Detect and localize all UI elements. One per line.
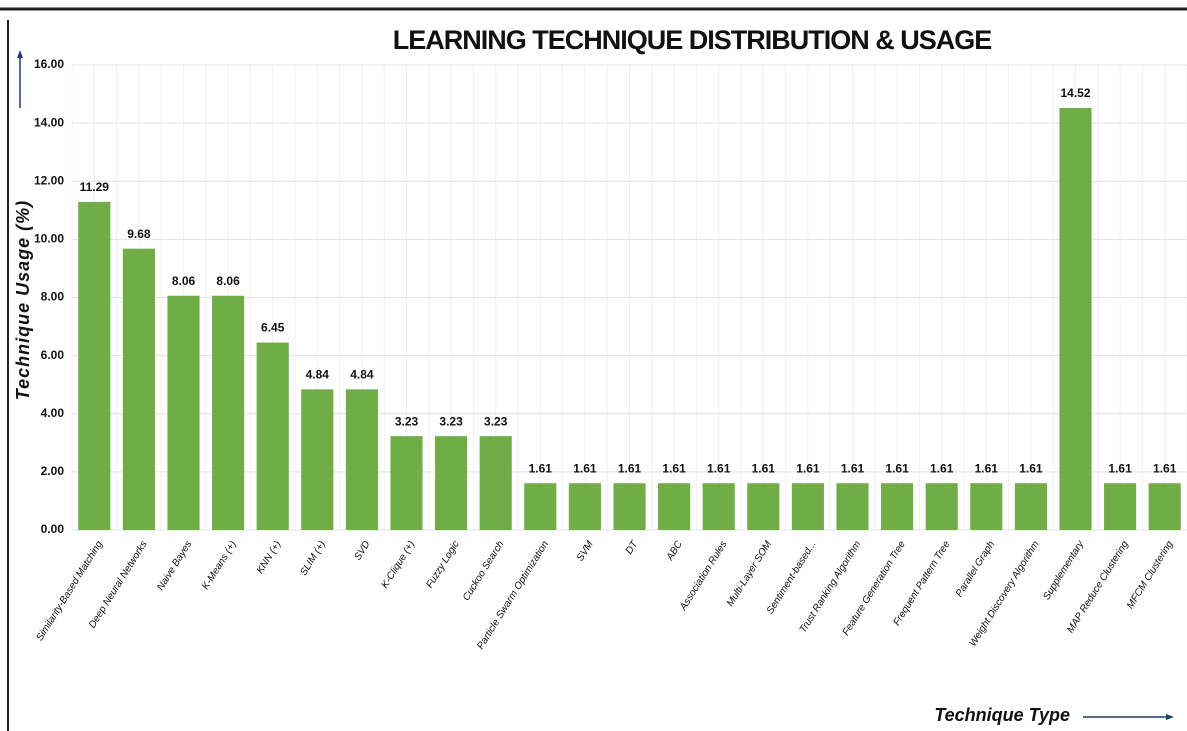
bar	[346, 389, 378, 530]
value-label: 1.61	[885, 461, 909, 475]
x-tick-label: K-Clique (+)	[380, 539, 418, 590]
y-tick-label: 16.00	[34, 57, 64, 71]
y-arrow-head	[17, 50, 23, 58]
bar	[747, 483, 779, 530]
value-label: 1.61	[752, 461, 776, 475]
bar	[123, 249, 155, 530]
x-tick-label: SVM	[575, 539, 596, 564]
value-label: 1.61	[707, 461, 731, 475]
bar	[390, 436, 422, 530]
x-arrow-head	[1166, 714, 1174, 720]
value-label: 4.84	[306, 368, 330, 382]
bar	[881, 483, 913, 530]
x-tick-label: DT	[624, 538, 641, 556]
bar	[1149, 483, 1181, 530]
x-tick-label: K-Means (+)	[200, 539, 239, 592]
bar	[658, 483, 690, 530]
bar	[78, 202, 110, 530]
x-tick-label: Naive Bayes	[155, 539, 194, 592]
value-label: 1.61	[1019, 461, 1043, 475]
bar	[970, 483, 1002, 530]
x-tick-label: KNN (+)	[255, 539, 284, 576]
value-label: 1.61	[662, 461, 686, 475]
value-label: 1.61	[529, 461, 553, 475]
value-label: 1.61	[573, 461, 597, 475]
value-label: 3.23	[439, 414, 463, 428]
y-tick-label: 2.00	[41, 464, 65, 478]
value-label: 3.23	[484, 414, 508, 428]
y-tick-label: 8.00	[41, 290, 65, 304]
bar	[569, 483, 601, 530]
x-tick-label: Parallel Graph	[954, 539, 997, 599]
x-tick-label: MFCM Clustering	[1125, 539, 1176, 611]
bar	[1015, 483, 1047, 530]
bar	[836, 483, 868, 530]
bar	[926, 483, 958, 530]
value-label: 8.06	[172, 274, 196, 288]
y-tick-label: 12.00	[34, 173, 64, 187]
value-label: 14.52	[1060, 86, 1090, 100]
x-tick-label: SLIM (+)	[298, 539, 328, 578]
y-tick-label: 4.00	[41, 406, 65, 420]
y-tick-label: 0.00	[41, 522, 65, 536]
bar	[1059, 108, 1091, 530]
value-label: 1.61	[975, 461, 999, 475]
bar	[435, 436, 467, 530]
value-label: 3.23	[395, 414, 419, 428]
value-label: 4.84	[350, 368, 374, 382]
value-label: 1.61	[618, 461, 642, 475]
x-tick-label: Supplementary	[1041, 538, 1087, 602]
y-tick-label: 10.00	[34, 232, 64, 246]
bar	[167, 296, 199, 530]
chart: LEARNING TECHNIQUE DISTRIBUTION & USAGE …	[0, 0, 1187, 731]
x-tick-label: Cuckoo Search	[461, 539, 507, 603]
value-label: 1.61	[841, 461, 865, 475]
value-label: 9.68	[127, 227, 151, 241]
bar	[301, 389, 333, 530]
bar	[524, 483, 556, 530]
bar	[703, 483, 735, 530]
value-label: 1.61	[1153, 461, 1177, 475]
x-tick-label: Sentiment-based...	[765, 539, 819, 616]
x-tick-label: Fuzzy Logic	[424, 539, 462, 590]
x-tick-label: ABC	[664, 539, 685, 564]
bar	[1104, 483, 1136, 530]
bar	[257, 343, 289, 530]
bar	[212, 296, 244, 530]
x-tick-label: Multi-Layer SOM	[725, 539, 774, 609]
x-tick-label: Association Rules	[678, 539, 730, 613]
bar	[480, 436, 512, 530]
value-label: 1.61	[796, 461, 820, 475]
value-label: 8.06	[216, 274, 240, 288]
value-label: 11.29	[80, 180, 110, 194]
bar	[792, 483, 824, 530]
y-tick-label: 14.00	[34, 115, 64, 129]
bar	[613, 483, 645, 530]
value-label: 1.61	[930, 461, 954, 475]
x-axis-label: Technique Type	[934, 705, 1070, 725]
value-label: 6.45	[261, 321, 285, 335]
y-axis-label: Technique Usage (%)	[13, 200, 33, 400]
chart-title: LEARNING TECHNIQUE DISTRIBUTION & USAGE	[393, 25, 992, 55]
y-tick-label: 6.00	[41, 348, 65, 362]
x-tick-label: SVD	[352, 539, 372, 562]
value-label: 1.61	[1108, 461, 1132, 475]
